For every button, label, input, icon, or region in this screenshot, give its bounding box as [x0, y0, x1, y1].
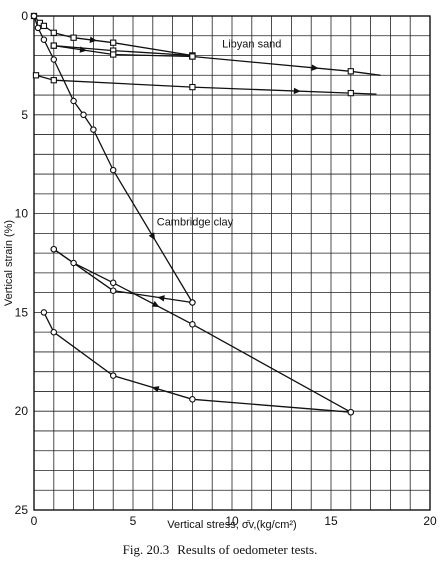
direction-arrow [151, 300, 160, 307]
y-tick-label: 15 [15, 305, 29, 319]
series-line-segment [53, 44, 193, 57]
data-point-circle [30, 12, 38, 20]
data-point-circle [50, 245, 58, 253]
series-square-markers [30, 12, 381, 97]
annotations: Libyan sand Cambridge clay [157, 39, 282, 229]
data-point-circle [189, 299, 196, 306]
data-point-square [189, 53, 196, 60]
grid [34, 16, 430, 510]
direction-arrow [157, 295, 165, 302]
y-tick-label: 0 [21, 9, 28, 23]
x-tick-label: 0 [31, 514, 38, 528]
y-tick-label: 20 [15, 404, 29, 418]
data-point-circle [50, 56, 58, 63]
direction-arrow [311, 64, 319, 71]
direction-arrow [89, 36, 97, 43]
series-annotation-label: Libyan sand [222, 39, 281, 51]
data-point-square [32, 72, 40, 79]
data-point-circle [34, 24, 42, 32]
series-line-segment [53, 248, 193, 304]
x-tick-label: 10 [225, 514, 239, 528]
data-point-circle [109, 287, 117, 294]
data-point-circle [40, 36, 48, 43]
direction-arrow [293, 87, 301, 95]
series-circle-markers [30, 12, 355, 416]
data-point-square [347, 89, 354, 97]
data-point-circle [189, 321, 196, 328]
y-axis-label: Vertical strain (%) [3, 220, 15, 306]
y-tick-label: 25 [15, 503, 29, 517]
data-point-circle [70, 259, 77, 267]
data-point-circle [80, 111, 87, 119]
data-point-square [50, 29, 57, 36]
x-tick-label: 5 [130, 514, 137, 528]
data-point-square [347, 68, 354, 75]
figure-caption: Fig. 20.3 Results of oedometer tests. [0, 542, 448, 558]
data-point-circle [40, 309, 48, 316]
caption-number: Fig. 20.3 [122, 542, 170, 557]
direction-arrow [79, 46, 87, 53]
data-point-square [50, 42, 57, 49]
data-point-circle [347, 408, 355, 416]
series-annotation-label: Cambridge clay [157, 216, 234, 228]
x-tick-label: 20 [423, 514, 437, 528]
x-axis-label: Vertical stress, σ̄v,(kg/cm²) [167, 519, 296, 531]
data-point-square [70, 34, 77, 41]
tick-labels: 0 5 10 15 20 0 5 10 15 20 25 [15, 9, 437, 528]
series-line-segment [35, 74, 377, 95]
series-line-segment [53, 248, 352, 413]
data-point-circle [109, 372, 117, 379]
data-point-square [40, 22, 48, 30]
data-series [30, 12, 381, 416]
direction-arrow [151, 386, 160, 393]
plot-frame [33, 15, 431, 511]
y-tick-label: 5 [21, 108, 28, 122]
data-point-circle [109, 279, 117, 287]
data-point-square [189, 83, 196, 91]
caption-text: Results of oedometer tests. [177, 542, 318, 557]
data-point-circle [109, 166, 117, 174]
data-point-square [110, 51, 117, 58]
data-point-square [50, 77, 57, 84]
data-point-circle [90, 126, 97, 133]
data-point-square [110, 39, 117, 46]
direction-arrow [148, 232, 155, 241]
data-point-circle [70, 97, 77, 105]
y-tick-label: 10 [15, 207, 29, 221]
oedometer-chart: 0 5 10 15 20 0 5 10 15 20 25 Libyan sand Cambridge … [3, 9, 437, 531]
data-point-circle [50, 328, 58, 336]
data-point-circle [189, 396, 196, 403]
x-tick-label: 15 [324, 514, 338, 528]
